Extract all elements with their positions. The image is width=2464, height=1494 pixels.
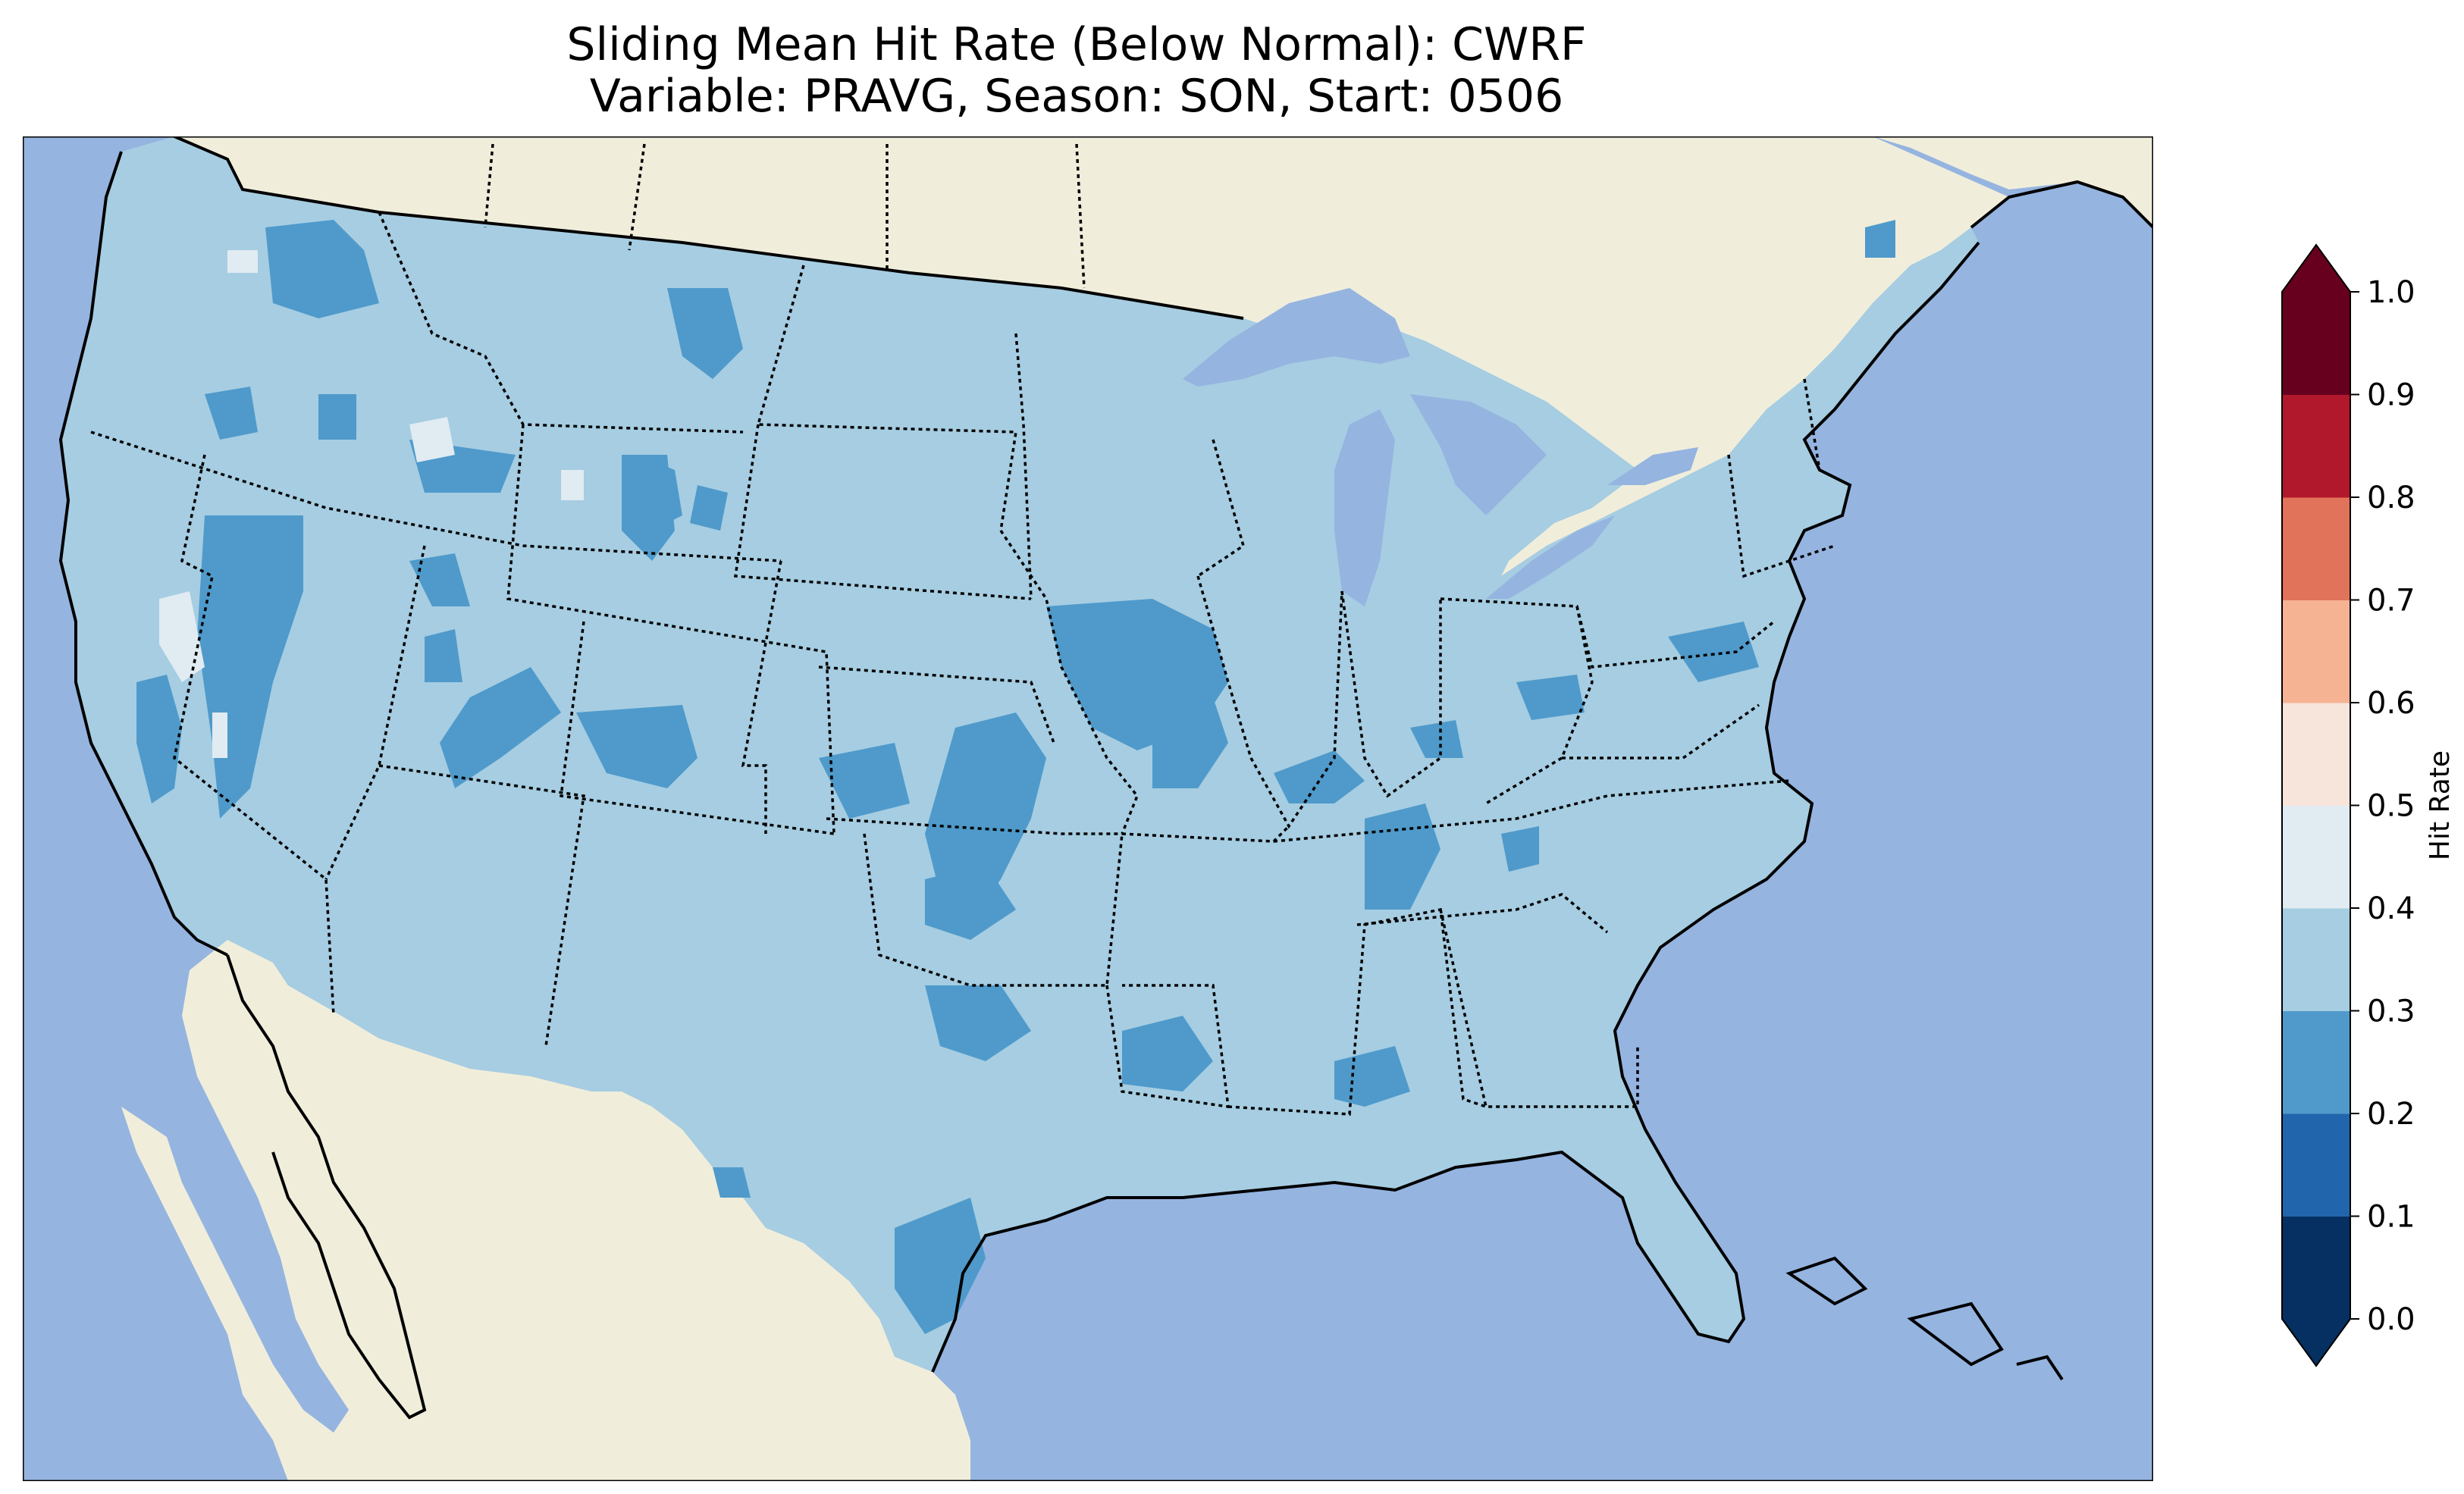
- colorbar-label: Hit Rate: [2425, 750, 2456, 860]
- colorbar-bin: [2282, 1010, 2350, 1114]
- colorbar-bin: [2282, 1113, 2350, 1217]
- colorbar-tick-label: 0.6: [2367, 686, 2415, 721]
- colorbar-bin: [2282, 805, 2350, 909]
- colorbar-tick-label: 0.2: [2367, 1097, 2415, 1132]
- lake-erie: [1486, 515, 1615, 599]
- colorbar-bin: [2282, 703, 2350, 806]
- hit-rate-patches-0.4-0.5: [159, 250, 584, 758]
- colorbar-bin: [2282, 908, 2350, 1011]
- colorbar-tick-label: 0.3: [2367, 994, 2415, 1029]
- colorbar-extend-under: [2282, 1319, 2350, 1366]
- state-borders: [90, 143, 1835, 1116]
- colorbar-tick-label: 0.8: [2367, 481, 2415, 515]
- colorbar-bin: [2282, 394, 2350, 498]
- coastlines: [58, 136, 2153, 1420]
- colorbar-tick-label: 0.0: [2367, 1302, 2415, 1337]
- colorbar-bin: [2282, 1216, 2350, 1320]
- chart-title: Sliding Mean Hit Rate (Below Normal): CW…: [566, 18, 1587, 71]
- lake-michigan: [1334, 409, 1395, 606]
- lake-huron: [1410, 394, 1547, 515]
- colorbar-bin: [2282, 292, 2350, 395]
- colorbar-bin: [2282, 600, 2350, 703]
- lake-superior: [1183, 288, 1410, 387]
- colorbar-tick-label: 0.1: [2367, 1200, 2415, 1235]
- mexico-land: [121, 940, 970, 1481]
- colorbar-extend-over: [2282, 245, 2350, 292]
- chart-subtitle: Variable: PRAVG, Season: SON, Start: 050…: [589, 70, 1564, 123]
- colorbar-tick-label: 0.7: [2367, 584, 2415, 619]
- colorbar-bin: [2282, 497, 2350, 600]
- colorbar-tick-label: 0.4: [2367, 891, 2415, 926]
- hit-rate-patches-0.2-0.3: [136, 220, 1895, 1334]
- colorbar-tick-label: 0.5: [2367, 789, 2415, 824]
- colorbar-tick-label: 1.0: [2367, 275, 2415, 310]
- colorbar-tick-label: 0.9: [2367, 378, 2415, 413]
- lake-ontario: [1607, 447, 1698, 485]
